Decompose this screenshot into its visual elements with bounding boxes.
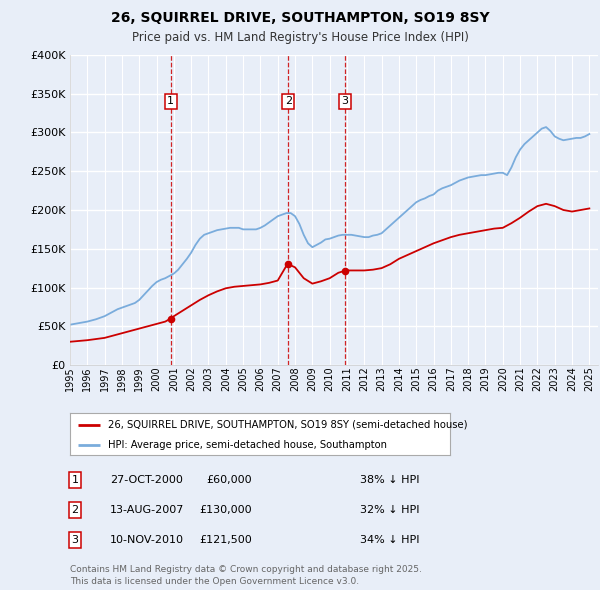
Text: 1: 1: [71, 475, 79, 485]
Text: 3: 3: [71, 535, 79, 545]
Text: 26, SQUIRREL DRIVE, SOUTHAMPTON, SO19 8SY: 26, SQUIRREL DRIVE, SOUTHAMPTON, SO19 8S…: [110, 11, 490, 25]
Text: Contains HM Land Registry data © Crown copyright and database right 2025.
This d: Contains HM Land Registry data © Crown c…: [70, 565, 422, 586]
Text: 34% ↓ HPI: 34% ↓ HPI: [360, 535, 419, 545]
Text: 26, SQUIRREL DRIVE, SOUTHAMPTON, SO19 8SY (semi-detached house): 26, SQUIRREL DRIVE, SOUTHAMPTON, SO19 8S…: [108, 419, 467, 430]
Text: 2: 2: [285, 97, 292, 107]
Text: 13-AUG-2007: 13-AUG-2007: [110, 505, 184, 515]
Text: 2: 2: [71, 505, 79, 515]
Text: £121,500: £121,500: [199, 535, 252, 545]
Text: £60,000: £60,000: [206, 475, 252, 485]
Text: HPI: Average price, semi-detached house, Southampton: HPI: Average price, semi-detached house,…: [108, 440, 387, 450]
Text: 27-OCT-2000: 27-OCT-2000: [110, 475, 183, 485]
Text: 38% ↓ HPI: 38% ↓ HPI: [360, 475, 419, 485]
Text: 3: 3: [341, 97, 348, 107]
Text: Price paid vs. HM Land Registry's House Price Index (HPI): Price paid vs. HM Land Registry's House …: [131, 31, 469, 44]
Text: 1: 1: [167, 97, 174, 107]
Text: 32% ↓ HPI: 32% ↓ HPI: [360, 505, 419, 515]
Text: £130,000: £130,000: [199, 505, 252, 515]
Text: 10-NOV-2010: 10-NOV-2010: [110, 535, 184, 545]
